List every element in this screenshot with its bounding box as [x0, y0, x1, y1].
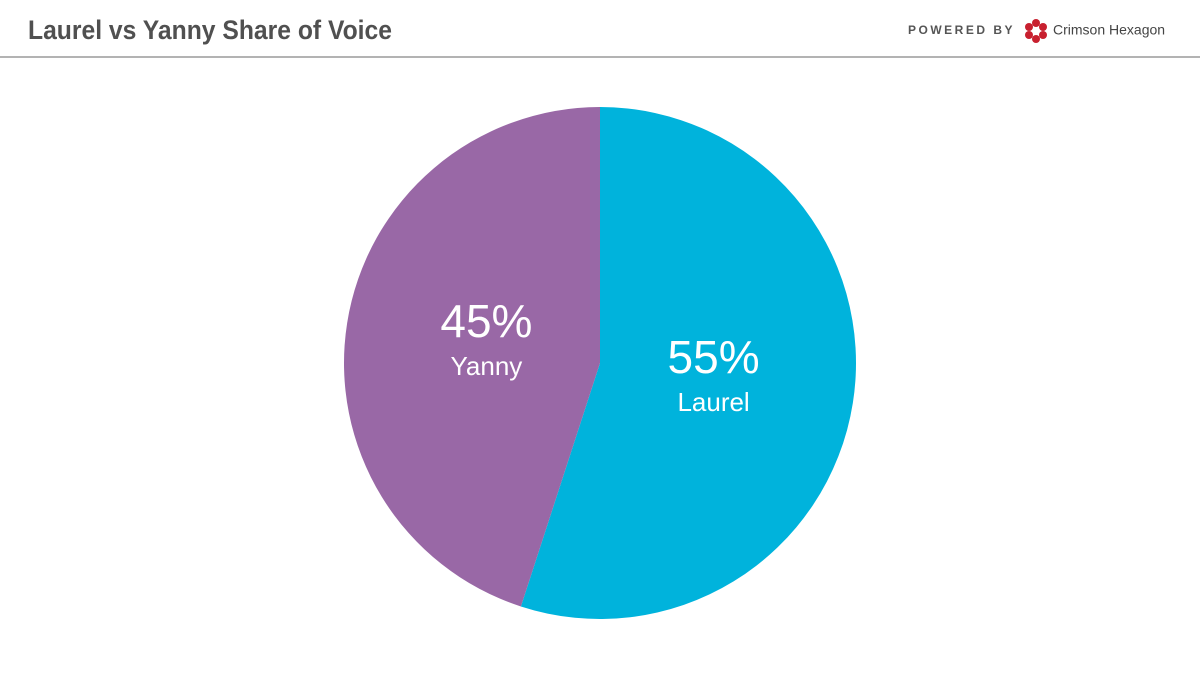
brand-name: Crimson Hexagon — [1053, 22, 1165, 38]
pie-slice — [520, 107, 856, 620]
brand-logo — [1025, 19, 1047, 43]
powered-by: POWERED BY — [908, 23, 1015, 37]
value-label: 55% — [668, 331, 760, 383]
pie-slice — [344, 107, 600, 607]
category-label: Laurel — [677, 387, 749, 417]
value-label: 45% — [440, 295, 532, 347]
chart-title: Laurel vs Yanny Share of Voice — [28, 15, 392, 45]
category-label: Yanny — [451, 351, 523, 381]
